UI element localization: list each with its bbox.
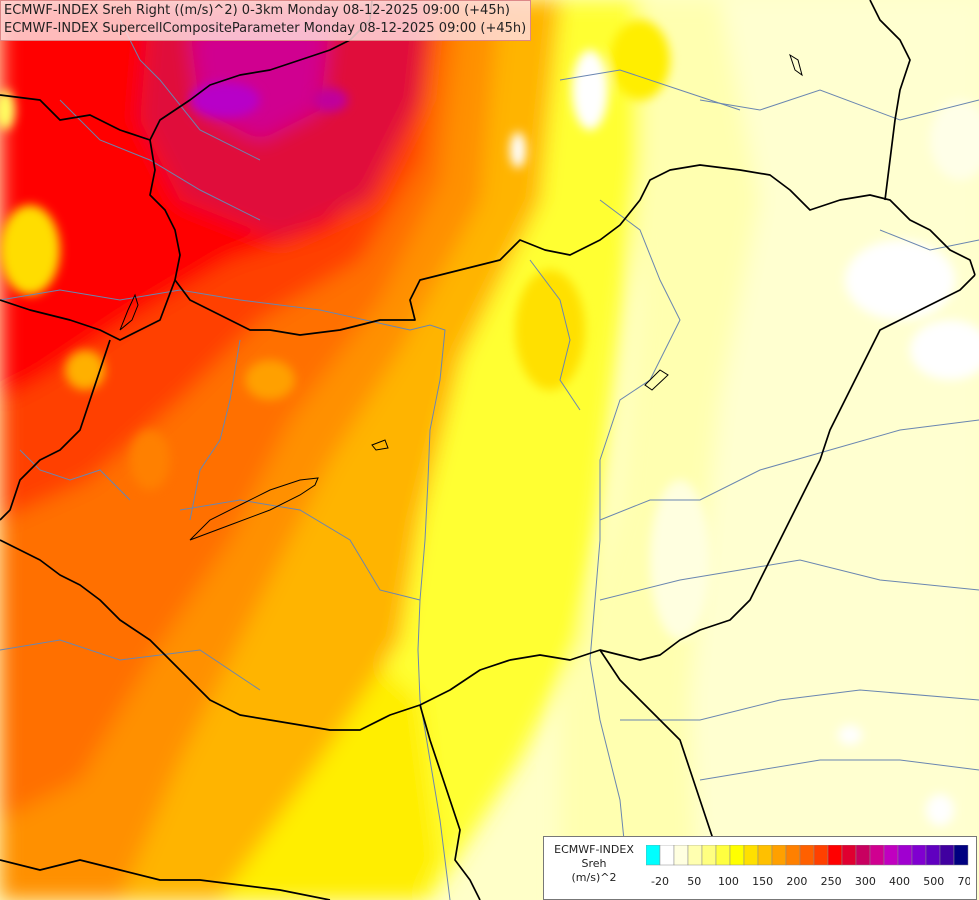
legend-swatch [659,845,675,866]
legend-tick-label: 250 [821,875,842,888]
legend-swatch [646,845,661,866]
legend-tick-label: -20 [651,875,669,888]
legend-swatch [771,845,787,866]
legend-swatch [855,845,871,866]
map-title-line-2: ECMWF-INDEX SupercellCompositeParameter … [4,21,527,36]
legend-tick-label: 150 [752,875,773,888]
legend-tick-label: 500 [923,875,944,888]
rivers [0,19,979,900]
legend-swatch [799,845,815,866]
legend-swatch [925,845,941,866]
map-title-line-1: ECMWF-INDEX Sreh Right ((m/s)^2) 0-3km M… [4,3,510,18]
legend-swatch [743,845,759,866]
legend-swatch [673,845,689,866]
legend-title: ECMWF-INDEX Sreh (m/s)^2 [544,843,644,885]
lakes [119,53,803,541]
map-title-box: ECMWF-INDEX Sreh Right ((m/s)^2) 0-3km M… [0,0,532,41]
legend-tick-label: 50 [687,875,701,888]
legend-swatch [897,845,913,866]
legend-title-line-2: Sreh [581,857,607,870]
legend-swatch [813,845,829,866]
legend-swatch [715,845,731,866]
legend-swatch [953,845,969,866]
legend-title-line-3: (m/s)^2 [571,871,617,884]
legend-swatch [687,845,703,866]
legend-tick-label: 200 [786,875,807,888]
legend-tick-label: 300 [855,875,876,888]
legend-swatch [939,845,955,866]
legend-swatch [785,845,801,866]
legend-swatch [841,845,857,866]
legend-swatch [869,845,885,866]
legend-tick-label: 700 [958,875,971,888]
legend-swatch [827,845,843,866]
legend-swatch [883,845,899,866]
legend-tick-label: 400 [889,875,910,888]
legend-color-scale: -20 50 100 150 200 250 300 400 500 700 [646,845,971,888]
color-legend: ECMWF-INDEX Sreh (m/s)^2 -20 50 100 150 200 2… [543,836,977,900]
legend-swatch [911,845,927,866]
legend-swatch [729,845,745,866]
legend-swatch [757,845,773,866]
legend-title-line-1: ECMWF-INDEX [554,843,634,856]
legend-tick-label: 100 [718,875,739,888]
legend-swatch [701,845,717,866]
